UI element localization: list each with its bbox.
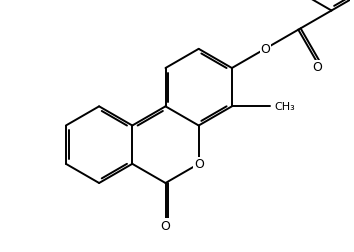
Text: O: O — [313, 61, 322, 74]
Text: O: O — [194, 158, 204, 171]
Text: O: O — [161, 219, 170, 232]
Text: CH₃: CH₃ — [275, 102, 296, 112]
Text: O: O — [260, 43, 270, 56]
